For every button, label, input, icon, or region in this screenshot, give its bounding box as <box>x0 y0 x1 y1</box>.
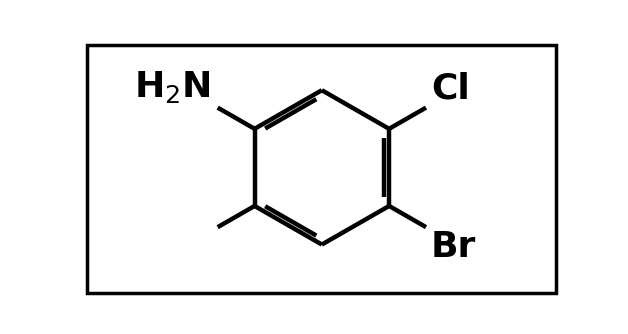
Text: Cl: Cl <box>431 71 470 105</box>
Text: H$_2$N: H$_2$N <box>134 69 210 105</box>
Text: Br: Br <box>431 230 476 264</box>
